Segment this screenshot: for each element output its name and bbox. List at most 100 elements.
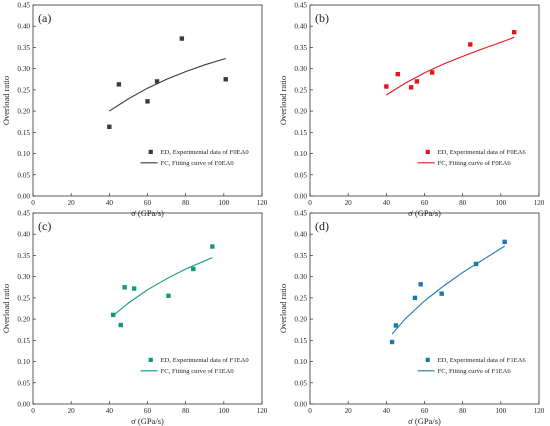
data-point [145,99,150,104]
panel-label: (b) [315,11,329,25]
legend-marker [148,149,153,154]
data-point [131,286,137,291]
data-point [429,70,435,75]
y-tick-label: 0.40 [294,23,307,31]
x-tick-label: 100 [495,199,506,207]
chart-panel-a: 0 20 40 60 80 100 120 0.00 0.05 0.10 0.15 0.20 0.25 0… [1,2,268,219]
y-tick-label: 0.20 [294,316,307,324]
data-point [210,244,215,249]
data-point [166,293,171,298]
y-tick-label: 0.35 [17,252,30,260]
data-point [154,79,160,84]
y-tick-label: 0.25 [294,294,307,302]
y-tick-label: 0.40 [17,231,30,239]
y-tick-label: 0.20 [17,108,30,116]
y-tick-label: 0.45 [294,210,307,218]
x-tick-label: 40 [383,407,391,415]
y-tick-label: 0.40 [294,231,307,239]
y-tick-label: 0.00 [294,401,307,409]
y-tick-label: 0.35 [17,44,30,52]
panel-label: (d) [315,219,329,233]
x-axis-title: σ̇ (GPa/s) [131,416,164,426]
x-tick-label: 60 [421,199,429,207]
x-tick-label: 100 [218,407,229,415]
x-tick-label: 0 [308,407,312,415]
y-tick-label: 0.45 [17,210,30,218]
data-point [412,295,418,301]
x-tick-label: 120 [534,407,545,415]
y-tick-label: 0.35 [294,44,307,52]
x-tick-label: 40 [106,199,114,207]
y-tick-label: 0.35 [294,252,307,260]
y-tick-label: 0.30 [17,65,30,73]
fitting-curve [391,245,505,335]
y-tick-label: 0.00 [294,193,307,201]
legend-marker [425,149,430,154]
legend-label-experimental: ED, Experimental data of F1EA6 [438,357,527,364]
x-tick-label: 60 [421,407,429,415]
x-tick-label: 0 [31,407,35,415]
y-tick-label: 0.05 [17,379,30,387]
data-point [191,266,196,272]
x-tick-label: 60 [144,407,152,415]
legend-marker [148,357,153,362]
data-point [395,71,400,77]
data-point [118,322,123,328]
legend-label-experimental: ED, Experimental data of F0EA6 [438,149,527,156]
y-tick-label: 0.45 [294,2,307,10]
plot-frame [309,4,540,197]
data-point [116,82,122,87]
y-tick-label: 0.05 [294,171,307,179]
y-tick-label: 0.25 [17,86,30,94]
y-tick-label: 0.15 [294,337,307,345]
legend-label-fit: FC, Fitting curve of F0EA0 [161,160,235,167]
data-point [122,285,127,290]
data-point [418,282,423,287]
x-tick-label: 120 [257,199,268,207]
legend-label-experimental: ED, Experimental data of F0EA0 [161,149,250,156]
data-point [393,323,399,328]
x-tick-label: 80 [182,199,190,207]
data-point [473,261,479,267]
y-tick-label: 0.00 [17,193,30,201]
y-tick-label: 0.10 [294,150,307,158]
legend-label-fit: FC, Fitting curve of F1EA6 [438,368,512,375]
x-tick-label: 100 [218,199,229,207]
y-tick-label: 0.10 [17,150,30,158]
x-tick-label: 40 [383,199,391,207]
y-tick-label: 0.25 [17,294,30,302]
x-axis-title: σ̇ (GPa/s) [408,416,441,426]
y-axis-title: Overload ratio [1,284,11,333]
chart-panel-d: 0 20 40 60 80 100 120 0.00 0.05 0.10 0.15 0.20 0.25 0… [278,210,545,426]
chart-panel-c: 0 20 40 60 80 100 120 0.00 0.05 0.10 0.15 0.20 0.25 0… [1,210,268,426]
data-point [439,291,444,296]
data-point [179,36,185,41]
x-tick-label: 120 [257,407,268,415]
x-tick-label: 80 [182,407,190,415]
legend-label-experimental: ED, Experimental data of F1EA0 [161,357,250,364]
y-tick-label: 0.45 [17,2,30,10]
y-tick-label: 0.10 [17,358,30,366]
x-tick-label: 20 [345,407,353,415]
y-tick-label: 0.15 [294,129,307,137]
panel-label: (a) [38,11,51,25]
legend-label-fit: FC, Fitting curve of F0EA6 [438,160,512,167]
y-axis-title: Overload ratio [1,76,11,125]
data-point [223,77,228,82]
x-tick-label: 60 [144,199,152,207]
x-tick-label: 20 [345,199,353,207]
x-tick-label: 100 [495,407,506,415]
legend-marker [425,357,430,362]
data-point [408,85,414,90]
data-point [389,339,395,345]
y-tick-label: 0.40 [17,23,30,31]
x-tick-label: 80 [459,199,467,207]
y-tick-label: 0.15 [17,337,30,345]
plot-frame [32,212,263,405]
data-point [468,42,473,47]
y-tick-label: 0.05 [294,379,307,387]
y-tick-label: 0.10 [294,358,307,366]
chart-panel-b: 0 20 40 60 80 100 120 0.00 0.05 0.10 0.15 0.20 0.25 0… [278,2,545,219]
y-tick-label: 0.30 [294,273,307,281]
